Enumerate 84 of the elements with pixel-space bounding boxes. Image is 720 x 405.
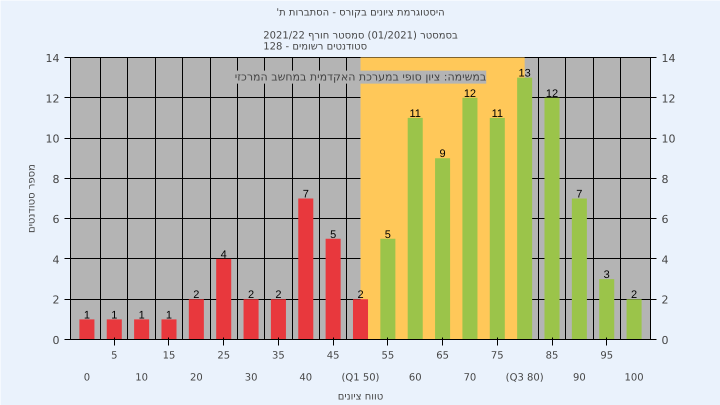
data-label: 9 xyxy=(440,148,446,160)
x-tick-label: 0 xyxy=(84,372,90,384)
y-tick-label: 8 xyxy=(52,172,60,186)
x-tick-label: 95 xyxy=(600,350,614,362)
data-label: 2 xyxy=(357,289,364,302)
data-label: 2 xyxy=(248,289,254,302)
bar xyxy=(244,299,259,340)
x-tick-label: 65 xyxy=(436,350,449,362)
data-label: 7 xyxy=(576,188,582,200)
bar xyxy=(380,238,396,340)
data-label: 1 xyxy=(111,309,118,322)
data-label: 1 xyxy=(138,309,145,322)
y-tick-label: 4 xyxy=(52,253,60,266)
y-axis-title: מספר סטודנטים xyxy=(26,164,38,233)
x-axis-title: טווח ציונים xyxy=(338,392,384,402)
bar xyxy=(572,198,587,340)
y-tick-label: 10 xyxy=(46,132,60,146)
data-label: 1 xyxy=(166,309,172,322)
x-tick-label: 85 xyxy=(546,350,558,362)
chart-title: 'היסטוגרמת ציונים בקורס - הסתברות ת xyxy=(276,8,445,18)
y2-tick-label: 0 xyxy=(662,334,668,347)
bar xyxy=(517,78,532,340)
x-tick-label: 70 xyxy=(464,372,476,384)
data-label: 2 xyxy=(275,289,282,302)
data-label: 13 xyxy=(518,68,531,80)
bar xyxy=(216,258,232,340)
x-tick-label: 30 xyxy=(244,372,258,384)
y2-tick-label: 4 xyxy=(662,253,668,266)
bar xyxy=(599,279,614,340)
bar xyxy=(106,319,122,340)
bar xyxy=(134,319,150,340)
x-tick-label: 60 xyxy=(408,372,422,384)
bar xyxy=(544,98,560,340)
bar xyxy=(326,238,341,340)
bar xyxy=(188,299,204,340)
bar xyxy=(298,198,314,340)
x-tick-label: 55 xyxy=(381,350,394,362)
y2-tick-label: 14 xyxy=(662,52,676,65)
data-label: 11 xyxy=(410,108,421,120)
bar xyxy=(462,98,478,340)
y2-tick-label: 12 xyxy=(662,92,676,106)
bar xyxy=(352,299,368,340)
data-label: 7 xyxy=(302,188,309,200)
y-tick-label: 2 xyxy=(52,294,60,307)
bar xyxy=(79,319,94,340)
y-tick-label: 6 xyxy=(52,213,60,226)
x-tick-label: 5 xyxy=(111,350,118,362)
data-label: 2 xyxy=(631,289,638,302)
bar xyxy=(408,118,423,340)
data-label: 11 xyxy=(492,108,504,120)
x-tick-label: 100 xyxy=(624,372,644,384)
data-label: 4 xyxy=(220,248,227,261)
x-tick-label: 10 xyxy=(135,372,148,384)
x-tick-label: 25 xyxy=(217,350,230,362)
data-label: 1 xyxy=(84,309,90,322)
x-tick-label: 20 xyxy=(190,372,203,384)
y2-tick-label: 10 xyxy=(662,132,676,146)
bar xyxy=(626,299,642,340)
x-tick-label: 45 xyxy=(326,350,340,362)
y2-tick-label: 6 xyxy=(662,213,668,226)
bar xyxy=(435,158,450,340)
y-tick-label: 14 xyxy=(46,52,60,65)
bar xyxy=(270,299,286,340)
chart-subtitle: בסמסטר (01/2021) סמסטר חורף 2021/22 סטודנטים רשומים - 128 xyxy=(263,30,458,52)
data-label: 2 xyxy=(193,289,200,302)
y2-tick-label: 8 xyxy=(662,172,668,186)
x-tick-label: 35 xyxy=(272,350,285,362)
x-tick-label: 15 xyxy=(162,350,176,362)
data-label: 3 xyxy=(604,269,610,282)
x-tick-label: (Q3 80) xyxy=(506,372,544,384)
x-tick-label: 40 xyxy=(299,372,312,384)
data-label: 12 xyxy=(464,88,476,100)
annotation: במשימה: ציון סופי במערכת האקדמית במחשב המרכזי xyxy=(234,70,486,84)
data-label: 5 xyxy=(330,228,336,241)
y-tick-label: 0 xyxy=(52,334,60,347)
x-tick-label: (Q1 50) xyxy=(342,372,380,384)
bar xyxy=(161,319,177,340)
bar xyxy=(490,118,505,340)
data-label: 12 xyxy=(546,88,558,100)
x-tick-label: 90 xyxy=(573,372,586,384)
data-label: 5 xyxy=(384,228,391,241)
x-tick-label: 75 xyxy=(490,350,504,362)
y2-tick-label: 2 xyxy=(662,294,668,307)
y-tick-label: 12 xyxy=(46,92,60,106)
